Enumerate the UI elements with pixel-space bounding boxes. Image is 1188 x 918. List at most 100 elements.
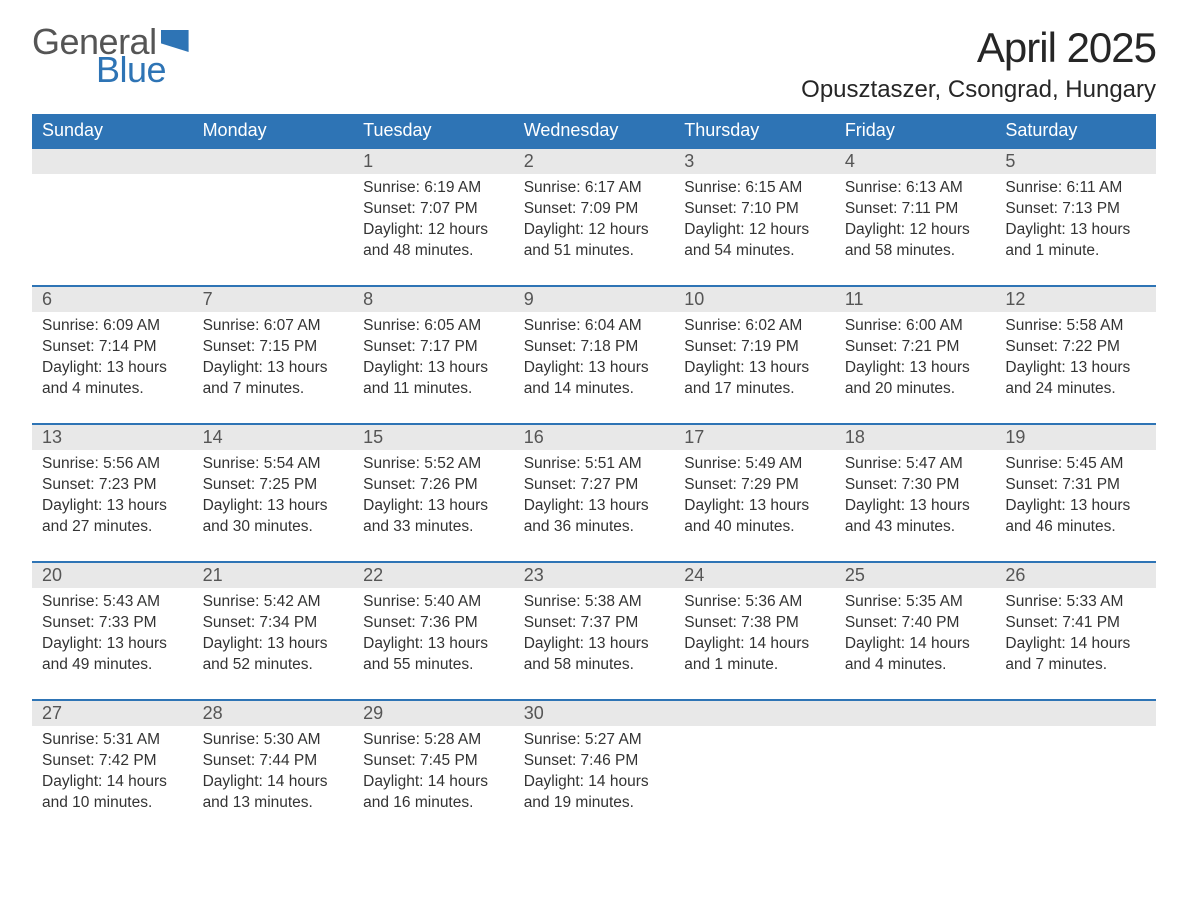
- sunrise-text: Sunrise: 5:45 AM: [1005, 454, 1146, 475]
- daylight-line1: Daylight: 13 hours: [524, 634, 665, 655]
- sunset-text: Sunset: 7:42 PM: [42, 751, 183, 772]
- day-cell: 11Sunrise: 6:00 AMSunset: 7:21 PMDayligh…: [835, 286, 996, 424]
- week-row: 6Sunrise: 6:09 AMSunset: 7:14 PMDaylight…: [32, 286, 1156, 424]
- day-cell: 3Sunrise: 6:15 AMSunset: 7:10 PMDaylight…: [674, 148, 835, 286]
- day-body: Sunrise: 5:33 AMSunset: 7:41 PMDaylight:…: [995, 588, 1156, 684]
- day-number: 11: [835, 287, 996, 312]
- day-number: 18: [835, 425, 996, 450]
- day-number: 21: [193, 563, 354, 588]
- day-header: Friday: [835, 114, 996, 148]
- day-cell: 14Sunrise: 5:54 AMSunset: 7:25 PMDayligh…: [193, 424, 354, 562]
- day-number: [193, 149, 354, 174]
- sunset-text: Sunset: 7:37 PM: [524, 613, 665, 634]
- day-body: [32, 174, 193, 186]
- day-body: Sunrise: 6:07 AMSunset: 7:15 PMDaylight:…: [193, 312, 354, 408]
- page-header: General Blue April 2025 Opusztaszer, Cso…: [32, 24, 1156, 104]
- daylight-line1: Daylight: 13 hours: [1005, 220, 1146, 241]
- calendar-head: SundayMondayTuesdayWednesdayThursdayFrid…: [32, 114, 1156, 148]
- day-cell: 9Sunrise: 6:04 AMSunset: 7:18 PMDaylight…: [514, 286, 675, 424]
- day-body: Sunrise: 6:00 AMSunset: 7:21 PMDaylight:…: [835, 312, 996, 408]
- day-body: Sunrise: 5:31 AMSunset: 7:42 PMDaylight:…: [32, 726, 193, 822]
- daylight-line1: Daylight: 12 hours: [845, 220, 986, 241]
- daylight-line2: and 30 minutes.: [203, 517, 344, 538]
- daylight-line2: and 36 minutes.: [524, 517, 665, 538]
- day-number: 24: [674, 563, 835, 588]
- daylight-line2: and 4 minutes.: [845, 655, 986, 676]
- sunset-text: Sunset: 7:10 PM: [684, 199, 825, 220]
- daylight-line1: Daylight: 12 hours: [363, 220, 504, 241]
- daylight-line1: Daylight: 13 hours: [1005, 358, 1146, 379]
- sunset-text: Sunset: 7:11 PM: [845, 199, 986, 220]
- sunrise-text: Sunrise: 5:58 AM: [1005, 316, 1146, 337]
- day-number: 22: [353, 563, 514, 588]
- daylight-line1: Daylight: 13 hours: [203, 496, 344, 517]
- sunrise-text: Sunrise: 5:40 AM: [363, 592, 504, 613]
- day-body: Sunrise: 6:09 AMSunset: 7:14 PMDaylight:…: [32, 312, 193, 408]
- day-cell: 5Sunrise: 6:11 AMSunset: 7:13 PMDaylight…: [995, 148, 1156, 286]
- daylight-line1: Daylight: 14 hours: [845, 634, 986, 655]
- sunset-text: Sunset: 7:38 PM: [684, 613, 825, 634]
- day-cell: 21Sunrise: 5:42 AMSunset: 7:34 PMDayligh…: [193, 562, 354, 700]
- sunset-text: Sunset: 7:40 PM: [845, 613, 986, 634]
- daylight-line2: and 58 minutes.: [845, 241, 986, 262]
- day-body: Sunrise: 6:05 AMSunset: 7:17 PMDaylight:…: [353, 312, 514, 408]
- sunset-text: Sunset: 7:45 PM: [363, 751, 504, 772]
- day-cell: [674, 700, 835, 838]
- daylight-line1: Daylight: 13 hours: [42, 496, 183, 517]
- sunset-text: Sunset: 7:36 PM: [363, 613, 504, 634]
- day-cell: 4Sunrise: 6:13 AMSunset: 7:11 PMDaylight…: [835, 148, 996, 286]
- sunset-text: Sunset: 7:27 PM: [524, 475, 665, 496]
- sunset-text: Sunset: 7:14 PM: [42, 337, 183, 358]
- title-block: April 2025 Opusztaszer, Csongrad, Hungar…: [801, 24, 1156, 104]
- daylight-line1: Daylight: 12 hours: [684, 220, 825, 241]
- daylight-line1: Daylight: 13 hours: [42, 358, 183, 379]
- day-number: 1: [353, 149, 514, 174]
- daylight-line2: and 51 minutes.: [524, 241, 665, 262]
- day-cell: 15Sunrise: 5:52 AMSunset: 7:26 PMDayligh…: [353, 424, 514, 562]
- day-cell: 16Sunrise: 5:51 AMSunset: 7:27 PMDayligh…: [514, 424, 675, 562]
- day-cell: 2Sunrise: 6:17 AMSunset: 7:09 PMDaylight…: [514, 148, 675, 286]
- daylight-line2: and 7 minutes.: [203, 379, 344, 400]
- daylight-line2: and 46 minutes.: [1005, 517, 1146, 538]
- day-body: [835, 726, 996, 738]
- day-number: [995, 701, 1156, 726]
- sunrise-text: Sunrise: 5:30 AM: [203, 730, 344, 751]
- day-body: Sunrise: 5:43 AMSunset: 7:33 PMDaylight:…: [32, 588, 193, 684]
- sunset-text: Sunset: 7:07 PM: [363, 199, 504, 220]
- week-row: 13Sunrise: 5:56 AMSunset: 7:23 PMDayligh…: [32, 424, 1156, 562]
- daylight-line2: and 1 minute.: [684, 655, 825, 676]
- day-number: 28: [193, 701, 354, 726]
- calendar-body: 1Sunrise: 6:19 AMSunset: 7:07 PMDaylight…: [32, 148, 1156, 838]
- day-body: Sunrise: 6:13 AMSunset: 7:11 PMDaylight:…: [835, 174, 996, 270]
- daylight-line1: Daylight: 13 hours: [845, 358, 986, 379]
- day-number: 17: [674, 425, 835, 450]
- day-body: Sunrise: 5:51 AMSunset: 7:27 PMDaylight:…: [514, 450, 675, 546]
- daylight-line2: and 13 minutes.: [203, 793, 344, 814]
- daylight-line1: Daylight: 13 hours: [684, 496, 825, 517]
- day-body: [995, 726, 1156, 738]
- sunrise-text: Sunrise: 5:33 AM: [1005, 592, 1146, 613]
- day-number: 14: [193, 425, 354, 450]
- day-header-row: SundayMondayTuesdayWednesdayThursdayFrid…: [32, 114, 1156, 148]
- week-row: 27Sunrise: 5:31 AMSunset: 7:42 PMDayligh…: [32, 700, 1156, 838]
- sunset-text: Sunset: 7:26 PM: [363, 475, 504, 496]
- daylight-line1: Daylight: 14 hours: [1005, 634, 1146, 655]
- daylight-line2: and 49 minutes.: [42, 655, 183, 676]
- daylight-line1: Daylight: 14 hours: [203, 772, 344, 793]
- sunset-text: Sunset: 7:17 PM: [363, 337, 504, 358]
- day-body: Sunrise: 5:30 AMSunset: 7:44 PMDaylight:…: [193, 726, 354, 822]
- daylight-line2: and 10 minutes.: [42, 793, 183, 814]
- week-row: 20Sunrise: 5:43 AMSunset: 7:33 PMDayligh…: [32, 562, 1156, 700]
- daylight-line2: and 58 minutes.: [524, 655, 665, 676]
- day-body: [674, 726, 835, 738]
- sunrise-text: Sunrise: 5:54 AM: [203, 454, 344, 475]
- day-number: 13: [32, 425, 193, 450]
- day-number: 12: [995, 287, 1156, 312]
- sunrise-text: Sunrise: 6:09 AM: [42, 316, 183, 337]
- sunrise-text: Sunrise: 5:31 AM: [42, 730, 183, 751]
- daylight-line2: and 1 minute.: [1005, 241, 1146, 262]
- calendar-table: SundayMondayTuesdayWednesdayThursdayFrid…: [32, 114, 1156, 838]
- daylight-line2: and 11 minutes.: [363, 379, 504, 400]
- day-cell: 28Sunrise: 5:30 AMSunset: 7:44 PMDayligh…: [193, 700, 354, 838]
- sunrise-text: Sunrise: 6:07 AM: [203, 316, 344, 337]
